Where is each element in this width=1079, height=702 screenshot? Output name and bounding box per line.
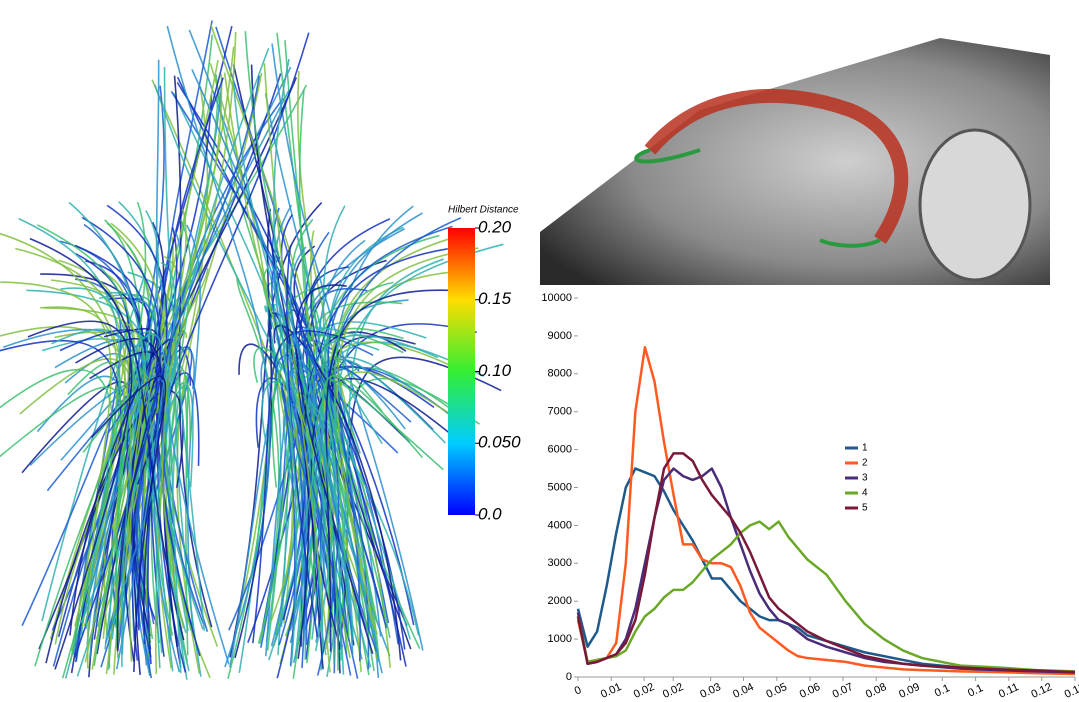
fiber <box>121 210 159 668</box>
colorbar <box>448 228 475 515</box>
fiber <box>91 375 167 673</box>
x-tick-label: 0.12 <box>1029 681 1053 701</box>
fiber <box>155 47 270 669</box>
fiber <box>268 365 383 661</box>
x-tick-label: 0.01 <box>599 681 623 701</box>
fiber <box>289 327 372 668</box>
mri-tract <box>644 88 909 244</box>
fiber <box>127 271 178 653</box>
colorbar-tick-label: 0.0 <box>478 504 502 523</box>
fiber <box>252 330 346 644</box>
fiber <box>75 293 157 662</box>
x-tick-label: 0.1 <box>966 682 985 699</box>
fiber <box>0 232 132 651</box>
mri-cerebellum <box>918 128 1032 282</box>
fiber <box>273 324 402 661</box>
fiber <box>36 224 134 659</box>
x-tick-label: 0.03 <box>698 681 722 701</box>
series-line <box>576 346 1076 676</box>
fiber <box>326 258 444 678</box>
fiber <box>327 225 453 629</box>
x-tick-label: 0.06 <box>798 681 822 701</box>
series-line <box>576 452 1076 674</box>
series-line <box>576 520 1076 673</box>
fiber-image <box>0 20 504 680</box>
fiber <box>162 46 235 629</box>
fiber <box>166 25 271 668</box>
fiber <box>304 331 407 649</box>
colorbar-tick-label: 0.15 <box>478 289 512 308</box>
fiber <box>135 85 165 625</box>
fiber <box>286 245 319 638</box>
y-tick-label: 4000 <box>548 519 572 531</box>
fiber <box>105 236 174 675</box>
fiber <box>135 333 182 674</box>
colorbar-title: Hilbert Distance <box>448 205 519 216</box>
legend-label: 1 <box>862 443 868 454</box>
colorbar-tick-label: 0.050 <box>478 433 521 452</box>
y-tick-label: 8000 <box>548 368 572 380</box>
y-tick-label: 7000 <box>548 406 572 418</box>
x-tick-label: 0 <box>573 684 584 697</box>
fiber <box>136 75 261 679</box>
fiber <box>153 230 182 673</box>
fiber <box>273 58 298 664</box>
fiber <box>0 340 122 640</box>
fiber <box>257 377 292 644</box>
x-tick-label: 0.07 <box>831 681 855 701</box>
fiber <box>261 380 420 636</box>
colorbar-tick-label: 0.10 <box>478 361 512 380</box>
fiber <box>27 320 133 670</box>
x-tick-label: 0.1 <box>933 682 952 699</box>
y-tick-label: 5000 <box>548 481 572 493</box>
fiber <box>322 374 423 671</box>
x-tick-label: 0.05 <box>765 681 789 701</box>
x-tick-label: 0.02 <box>632 681 656 701</box>
fiber <box>75 253 152 658</box>
legend-label: 5 <box>862 503 868 514</box>
fiber <box>263 63 331 673</box>
x-tick-label: 0.08 <box>864 681 888 701</box>
fiber <box>334 281 394 638</box>
fiber <box>325 289 449 652</box>
y-tick-label: 3000 <box>548 557 572 569</box>
line-chart: 0100020003000400050006000700080009000100… <box>541 292 1079 701</box>
x-tick-label: 0.09 <box>897 681 921 701</box>
legend-label: 2 <box>862 458 868 469</box>
y-tick-label: 9000 <box>548 330 572 342</box>
mri-tract-ends <box>634 148 881 248</box>
fiber <box>322 205 346 661</box>
fiber <box>289 246 354 655</box>
fiber <box>336 247 479 629</box>
fiber <box>36 375 131 655</box>
fiber <box>236 276 280 645</box>
y-tick-label: 6000 <box>548 444 572 456</box>
fiber <box>311 243 504 640</box>
legend-label: 3 <box>862 473 868 484</box>
x-tick-label: 0.13 <box>1063 681 1079 701</box>
fiber <box>191 69 383 674</box>
x-tick-label: 0.02 <box>661 681 685 701</box>
fiber <box>75 338 162 645</box>
fiber <box>74 216 162 658</box>
fiber <box>305 347 340 676</box>
y-tick-label: 1000 <box>548 633 572 645</box>
y-tick-label: 2000 <box>548 595 572 607</box>
fiber <box>29 237 185 641</box>
y-tick-label: 0 <box>566 671 572 683</box>
fiber <box>89 351 179 648</box>
colorbar-ticks: 0.20 0.15 0.10 0.050 0.0 <box>475 217 521 523</box>
fiber <box>310 341 464 642</box>
colorbar-tick-label: 0.20 <box>478 217 512 236</box>
fiber <box>186 224 201 635</box>
legend-label: 4 <box>862 488 868 499</box>
y-tick-label: 10000 <box>541 292 572 304</box>
fiber <box>0 281 112 669</box>
x-tick-label: 0.11 <box>997 681 1021 701</box>
x-tick-label: 0.04 <box>731 681 755 701</box>
fiber <box>163 66 206 631</box>
